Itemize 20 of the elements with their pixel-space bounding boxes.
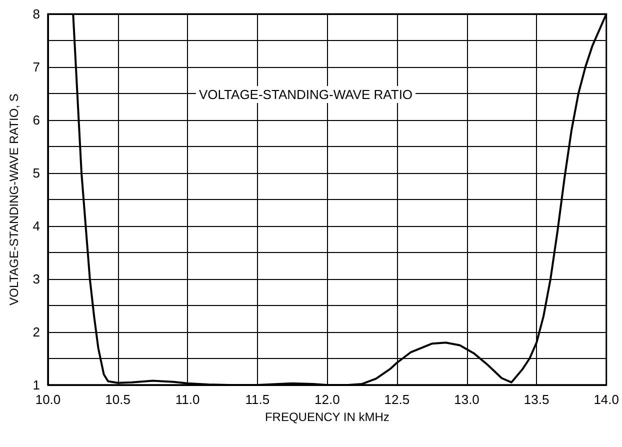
x-axis-title: FREQUENCY IN kMHz (264, 410, 390, 424)
y-tick-label: 8 (32, 6, 40, 22)
y-tick-label: 2 (32, 324, 40, 340)
y-tick-label: 7 (32, 60, 40, 74)
y-tick-label: 4 (32, 218, 40, 234)
x-tick-label: 13.0 (454, 392, 480, 407)
x-tick-label: 12.5 (384, 392, 410, 407)
x-tick-label: 13.5 (524, 392, 550, 407)
x-tick-label: 14.0 (594, 392, 620, 407)
y-axis-title: VOLTAGE-STANDING-WAVE RATIO, S (7, 94, 21, 306)
x-tick-label: 10.0 (35, 392, 61, 407)
y-tick-label: 6 (32, 112, 40, 128)
x-tick-label: 11.5 (245, 392, 270, 407)
x-tick-label: 11.0 (175, 392, 200, 407)
x-tick-label: 12.0 (314, 392, 340, 407)
y-tick-label: 3 (32, 272, 40, 286)
annotation: VOLTAGE-STANDING-WAVE RATIO (199, 87, 413, 102)
y-tick-label: 1 (32, 378, 40, 392)
x-tick-label: 10.5 (105, 392, 130, 407)
y-tick-label: 5 (32, 166, 40, 180)
